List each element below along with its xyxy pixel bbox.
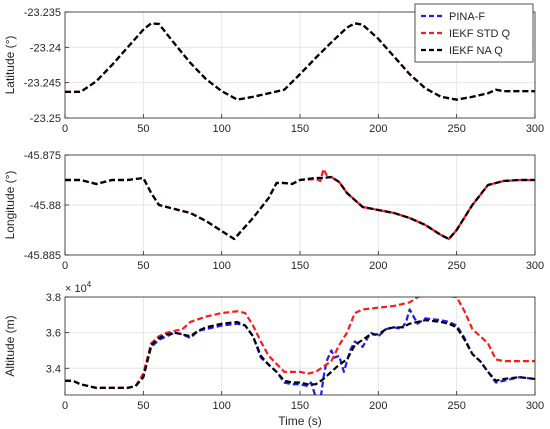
y-tick-label: -45.88 bbox=[30, 200, 61, 212]
y-tick-label: -23.25 bbox=[30, 113, 61, 125]
chart-panel-1: 0 50 100 150 200 250 300 -45.875 -45.88 -45.885 Lo… bbox=[3, 150, 544, 272]
x-tick-label: 250 bbox=[447, 260, 465, 272]
x-tick-label: 300 bbox=[526, 123, 544, 135]
y-tick-label: -45.885 bbox=[24, 250, 61, 262]
x-tick-label: 0 bbox=[62, 260, 68, 272]
legend-box bbox=[414, 3, 534, 63]
y-axis-label: Longitude (°) bbox=[3, 171, 17, 240]
series-line-2 bbox=[65, 319, 535, 389]
legend-label: PINA-F bbox=[449, 11, 485, 23]
x-axis-label: Time (s) bbox=[278, 414, 322, 428]
y-tick-label: 3.8 bbox=[46, 292, 61, 304]
x-tick-label: 50 bbox=[137, 260, 149, 272]
y-tick-label: -23.245 bbox=[24, 78, 61, 90]
legend-label: IEKF NA Q bbox=[449, 45, 503, 57]
x-tick-label: 300 bbox=[526, 260, 544, 272]
y-axis-label: Altitude (m) bbox=[3, 315, 17, 376]
y-tick-label: -23.24 bbox=[30, 42, 61, 54]
x-tick-label: 300 bbox=[526, 400, 544, 412]
series-line-2 bbox=[65, 22, 535, 101]
x-tick-label: 250 bbox=[447, 123, 465, 135]
chart-panel-0: 0 50 100 150 200 250 300 -23.235 -23.24 -23.245 -2… bbox=[3, 3, 544, 135]
series-line-0 bbox=[65, 308, 535, 395]
legend-label: IEKF STD Q bbox=[449, 28, 511, 40]
y-tick-label: 3.4 bbox=[46, 363, 61, 375]
x-tick-label: 50 bbox=[137, 400, 149, 412]
series-line-2 bbox=[65, 175, 535, 241]
y-tick-label: -23.235 bbox=[24, 7, 61, 19]
y-exponent-label: × 104 bbox=[65, 280, 92, 295]
x-tick-label: 250 bbox=[447, 400, 465, 412]
x-tick-label: 50 bbox=[137, 123, 149, 135]
x-tick-label: 150 bbox=[291, 123, 309, 135]
x-tick-label: 100 bbox=[212, 400, 230, 412]
chart-panel-2: 0 50 100 150 200 250 300 3.8 3.6 3.4 Altitude (m) T… bbox=[3, 280, 544, 428]
x-tick-label: 0 bbox=[62, 400, 68, 412]
x-tick-label: 150 bbox=[291, 400, 309, 412]
legend: PINA-F IEKF STD Q IEKF NA Q bbox=[414, 3, 534, 63]
x-tick-label: 200 bbox=[369, 123, 387, 135]
y-axis-label: Latitude (°) bbox=[3, 36, 17, 95]
x-tick-label: 100 bbox=[212, 260, 230, 272]
x-tick-label: 150 bbox=[291, 260, 309, 272]
x-tick-label: 100 bbox=[212, 123, 230, 135]
x-tick-label: 200 bbox=[369, 260, 387, 272]
x-tick-label: 0 bbox=[62, 123, 68, 135]
series-line-1 bbox=[65, 297, 535, 389]
x-tick-label: 200 bbox=[369, 400, 387, 412]
y-exponent-power: 4 bbox=[87, 280, 92, 289]
y-tick-label: -45.875 bbox=[24, 150, 61, 162]
y-tick-label: 3.6 bbox=[46, 328, 61, 340]
